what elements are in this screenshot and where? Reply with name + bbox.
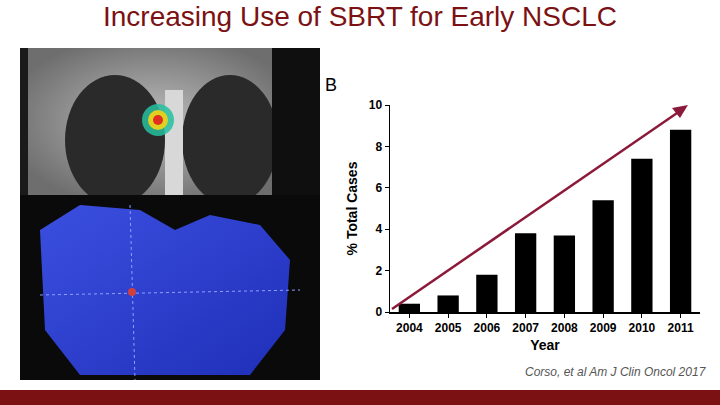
svg-text:2: 2: [375, 264, 382, 278]
svg-text:10: 10: [369, 98, 383, 112]
svg-text:2009: 2009: [590, 321, 617, 335]
svg-text:2011: 2011: [668, 321, 694, 335]
svg-text:0: 0: [375, 305, 382, 319]
svg-text:2005: 2005: [435, 321, 462, 335]
svg-text:Year: Year: [530, 337, 560, 353]
svg-text:2008: 2008: [551, 321, 578, 335]
svg-text:4: 4: [375, 222, 382, 236]
svg-text:Corso, et al Am J Clin Oncol 2: Corso, et al Am J Clin Oncol 2017: [525, 365, 707, 379]
svg-text:B: B: [325, 75, 337, 95]
svg-text:2006: 2006: [474, 321, 501, 335]
svg-text:% Total Cases: % Total Cases: [344, 161, 360, 255]
svg-text:6: 6: [375, 181, 382, 195]
svg-text:2004: 2004: [396, 321, 423, 335]
svg-text:8: 8: [375, 140, 382, 154]
svg-text:Increasing Use of SBRT for Ear: Increasing Use of SBRT for Early NSCLC: [103, 1, 617, 32]
svg-text:2007: 2007: [512, 321, 539, 335]
svg-text:2010: 2010: [629, 321, 656, 335]
